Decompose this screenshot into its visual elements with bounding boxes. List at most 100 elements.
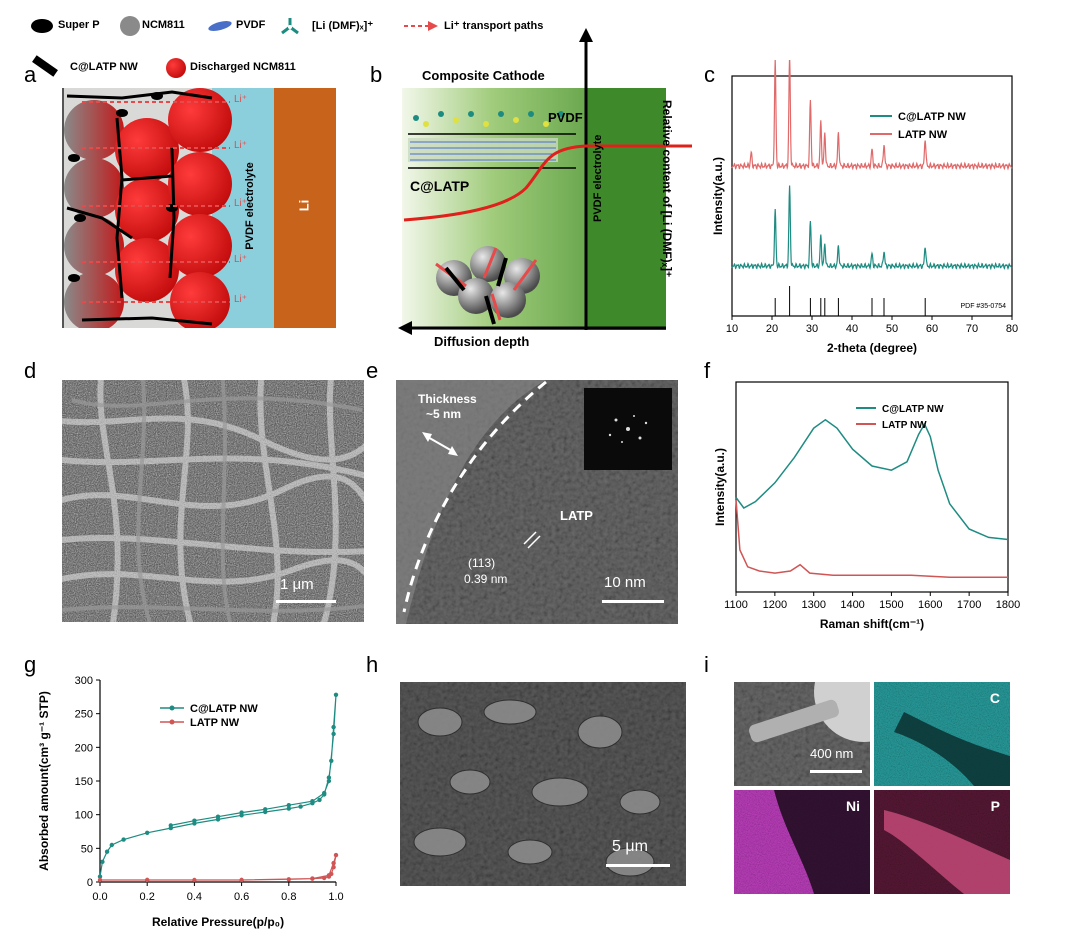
bet-point-0-0 [97, 874, 103, 879]
xrd-xtick-label-2: 30 [806, 323, 818, 335]
raman-series-0 [735, 418, 1009, 541]
bet-xtick-label-5: 1.0 [328, 891, 343, 903]
i-scalebar-label: 400 nm [810, 746, 854, 761]
content-curve [403, 144, 692, 222]
ncm811-icon [120, 16, 140, 36]
bet-ylabel: Absorbed amount(cm³ g⁻¹ STP) [37, 691, 51, 871]
panel-f-raman-chart: 1100 1200 1300 1400 1500 1600 1700 1800 Raman sh… [700, 376, 1030, 652]
raman-xtick-label-0: 1100 [724, 599, 748, 611]
legend-li-paths: Li⁺ transport paths [444, 20, 544, 32]
xrd-plot: 10 20 30 40 50 60 70 80 2-theta (degree) Intensit… [711, 55, 1018, 355]
xrd-xlabel: 2-theta (degree) [827, 341, 917, 355]
raman-xtick-label-2: 1300 [801, 599, 825, 611]
discharged-ncm811-icon [166, 58, 186, 78]
i-carbon-map: C [874, 682, 1010, 786]
bet-point-1-13 [310, 876, 315, 881]
li-label-1: Li⁺ [234, 94, 248, 105]
xrd-xtick-label-4: 50 [886, 323, 898, 335]
bet-point-0-16 [326, 775, 332, 780]
d-scalebar-label: 1 μm [280, 576, 314, 593]
bet-plot: 0.0 0.2 0.4 0.6 0.8 1.0 0 50 100 150 200 250 300 Rela… [37, 675, 344, 929]
bet-point-0-19 [333, 692, 339, 697]
legend-pvdf: PVDF [236, 19, 266, 31]
diffusion-depth-label: Diffusion depth [434, 334, 530, 349]
bet-point-0-20 [331, 731, 336, 737]
e-scalebar-label: 10 nm [604, 574, 646, 591]
ncm-particles [64, 88, 232, 332]
bet-ytick-label-5: 250 [75, 709, 93, 721]
bet-point-0-2 [104, 849, 110, 854]
i-c-label: C [989, 690, 1000, 706]
panel-label-g: g [24, 652, 37, 677]
bet-point-1-2 [192, 877, 197, 883]
bet-ytick-label-6: 300 [75, 675, 93, 687]
bet-xtick-label-1: 0.2 [140, 891, 155, 903]
bet-point-1-9 [331, 865, 336, 870]
xrd-ylabel: Intensity(a.u.) [711, 157, 725, 235]
xrd-xtick-label-1: 20 [766, 323, 778, 335]
bet-point-0-26 [239, 810, 244, 815]
panel-label-h: h [366, 652, 379, 677]
super-p-dots [68, 92, 178, 282]
panel-d-sem-image: 1 μm [62, 380, 364, 622]
bet-point-0-1 [100, 859, 105, 864]
bet-point-0-14 [317, 797, 322, 803]
raman-xtick-label-1: 1200 [763, 599, 787, 611]
bet-legend-label-1: LATP NW [190, 717, 240, 729]
bet-legend-marker-0 [169, 705, 175, 711]
plot-frame [735, 381, 1009, 593]
raman-xtick-label-7: 1800 [996, 599, 1020, 611]
legend-super-p: Super P [58, 19, 100, 31]
raman-xlabel: Raman shift(cm⁻¹) [820, 617, 924, 631]
bet-series-0 [99, 694, 337, 877]
raman-legend-label-0: C@LATP NW [882, 404, 944, 415]
bet-point-0-29 [168, 823, 173, 828]
top-legend: Super P NCM811 PVDF [Li (DMF)ₓ]⁺ Li⁺ tra… [30, 14, 590, 78]
spacing-label: 0.39 nm [464, 572, 508, 586]
lithium-metal [274, 88, 336, 328]
bet-point-1-12 [326, 873, 332, 878]
bet-xtick-label-3: 0.6 [234, 891, 249, 903]
i-nickel-map: Ni [734, 790, 870, 894]
c-latp-label: C@LATP [410, 178, 470, 194]
molecular-layer [408, 111, 576, 169]
bet-point-0-21 [326, 778, 332, 784]
latp-label: LATP [560, 508, 593, 523]
xrd-xtick-label-6: 70 [966, 323, 978, 335]
bet-point-0-12 [298, 804, 303, 809]
panel-label-b: b [370, 62, 383, 87]
pvdf-label: PVDF [548, 110, 583, 125]
li-label-2: Li⁺ [234, 140, 248, 151]
panel-label-d: d [24, 358, 37, 383]
xrd-xtick-label-3: 40 [846, 323, 858, 335]
raman-xtick-label-6: 1700 [957, 599, 981, 611]
bet-point-0-18 [331, 724, 336, 730]
super-p-icon [31, 19, 53, 33]
xrd-series-1 [731, 55, 1013, 171]
raman-xtick-label-5: 1600 [918, 599, 942, 611]
bet-legend-marker-1 [169, 719, 175, 725]
panel-i-eds-maps: 400 nm C Ni P [734, 682, 1010, 894]
legend-discharged-ncm811: Discharged NCM811 [190, 61, 296, 73]
xrd-legend-label-0: C@LATP NW [898, 111, 966, 123]
raman-series-1 [735, 499, 1008, 579]
bet-point-1-11 [331, 860, 336, 866]
panel-c-xrd-chart: 10 20 30 40 50 60 70 80 2-theta (degree) Intensit… [700, 55, 1030, 360]
plane-label: (113) [468, 556, 496, 570]
bet-point-0-25 [263, 807, 268, 812]
raman-xtick-label-3: 1400 [840, 599, 864, 611]
xrd-xtick-label-7: 80 [1006, 323, 1018, 335]
xrd-xtick-label-5: 60 [926, 323, 938, 335]
i-phosphorus-map: P [874, 790, 1010, 894]
i-ni-label: Ni [846, 798, 860, 814]
panel-b-schematic: Composite Cathode PVDF C@LATP PVDF elect… [396, 28, 696, 350]
panel-e-hrtem-image: Thickness ~5 nm LATP (113) 0.39 nm 10 nm [396, 380, 678, 624]
raman-plot: 1100 1200 1300 1400 1500 1600 1700 1800 Raman sh… [713, 381, 1020, 631]
bet-point-1-15 [145, 877, 150, 883]
i-sem-tile: 400 nm [734, 682, 870, 786]
panel-label-e: e [366, 358, 379, 383]
bet-point-1-0 [97, 877, 103, 883]
bet-point-0-23 [310, 799, 315, 804]
legend-ncm811: NCM811 [142, 19, 185, 31]
